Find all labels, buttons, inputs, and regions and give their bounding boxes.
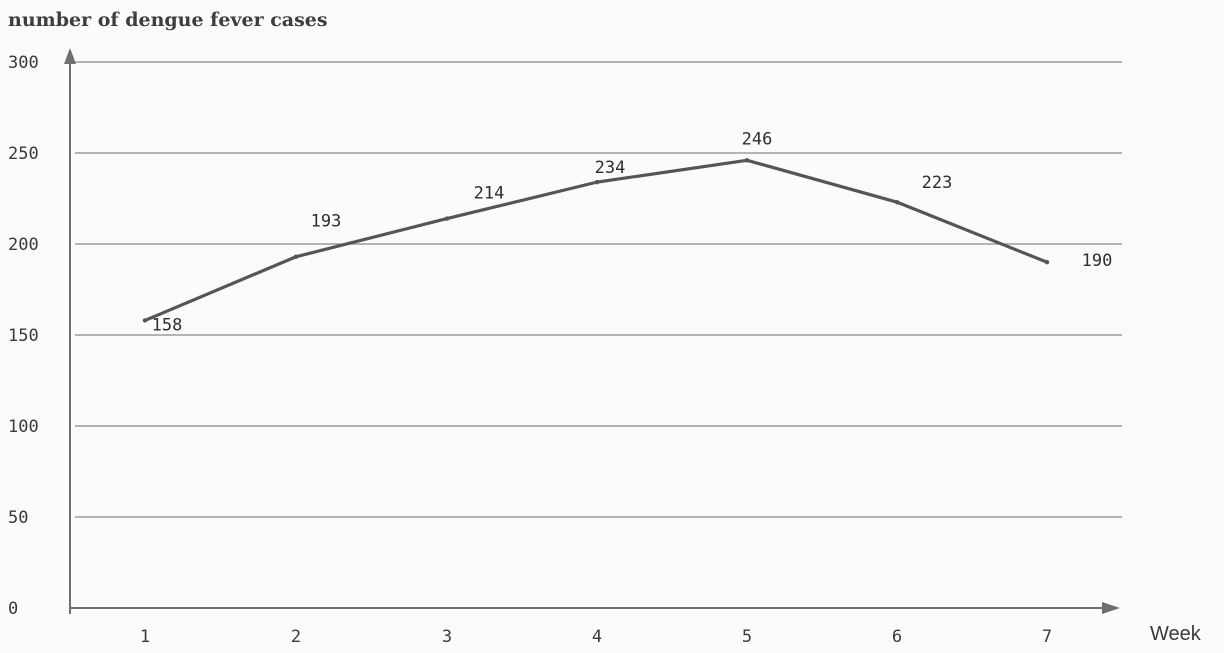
x-tick-4: 4 xyxy=(592,627,602,647)
data-point-week-7 xyxy=(1044,260,1050,265)
x-tick-1: 1 xyxy=(140,627,150,647)
y-axis-arrow-icon xyxy=(64,48,76,64)
data-point-week-4 xyxy=(594,179,600,185)
data-point-week-1 xyxy=(142,318,148,323)
x-tick-3: 3 xyxy=(442,627,452,647)
data-label-week-2: 193 xyxy=(311,212,342,232)
x-tick-7: 7 xyxy=(1042,627,1052,647)
gridlines xyxy=(75,61,1122,518)
y-tick-250: 250 xyxy=(8,144,39,164)
data-label-week-6: 223 xyxy=(922,173,953,193)
x-axis-title: Week xyxy=(1150,623,1202,645)
data-point-week-3 xyxy=(444,216,450,221)
x-tick-2: 2 xyxy=(291,627,301,647)
x-tick-5: 5 xyxy=(742,627,752,647)
series-line xyxy=(142,158,1050,323)
x-tick-labels: 1 2 3 4 5 6 7 xyxy=(140,627,1052,647)
data-label-week-7: 190 xyxy=(1082,251,1113,271)
y-tick-300: 300 xyxy=(8,53,39,73)
y-tick-0: 0 xyxy=(8,599,18,619)
series-polyline xyxy=(143,158,1049,323)
data-label-week-1: 158 xyxy=(152,315,183,335)
y-tick-50: 50 xyxy=(8,508,28,528)
data-label-week-5: 246 xyxy=(742,129,773,149)
data-label-week-3: 214 xyxy=(474,184,505,204)
axes xyxy=(64,48,1120,614)
data-labels: 158 193 214 234 246 223 190 xyxy=(152,129,1113,335)
data-label-week-4: 234 xyxy=(595,158,626,178)
y-tick-200: 200 xyxy=(8,235,39,255)
y-tick-150: 150 xyxy=(8,326,39,346)
x-axis-arrow-icon xyxy=(1102,602,1120,614)
x-tick-6: 6 xyxy=(892,627,902,647)
y-tick-100: 100 xyxy=(8,417,39,437)
data-point-week-5 xyxy=(744,158,750,163)
y-axis-title: number of dengue fever cases xyxy=(8,9,328,31)
data-point-week-2 xyxy=(293,254,299,259)
y-tick-labels: 0 50 100 150 200 250 300 xyxy=(8,53,39,619)
data-point-week-6 xyxy=(894,199,900,205)
